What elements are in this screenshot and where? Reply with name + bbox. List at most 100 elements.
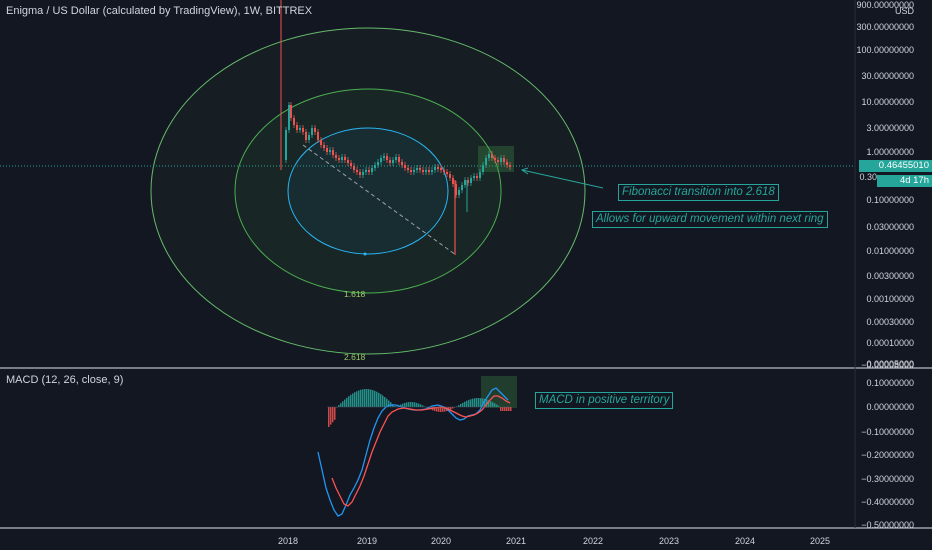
price-axis-tick: 3.00000000 xyxy=(866,123,914,133)
macd-signal-line xyxy=(331,395,511,507)
time-axis-tick: 2024 xyxy=(734,536,756,546)
macd-histogram-bar xyxy=(388,400,390,407)
price-axis-tick: 10.00000000 xyxy=(861,97,914,107)
macd-histogram-bar xyxy=(406,402,408,407)
macd-histogram-bar xyxy=(410,402,412,407)
candle-body xyxy=(332,150,334,155)
time-axis-tick: 2019 xyxy=(356,536,378,546)
current-price-badge: 0.46455010 xyxy=(859,160,932,172)
macd-histogram-bar xyxy=(384,397,386,407)
macd-histogram-bar xyxy=(346,397,348,407)
macd-axis-tick: −0.50000000 xyxy=(861,520,914,530)
price-axis-tick: 300.00000000 xyxy=(856,22,914,32)
macd-histogram-bar xyxy=(458,405,460,407)
candle-body xyxy=(401,162,403,165)
price-axis-tick: 0.00030000 xyxy=(866,317,914,327)
macd-histogram-bar xyxy=(338,405,340,407)
annotation-upward-movement[interactable]: Allows for upward movement within next r… xyxy=(592,211,828,228)
candle-body xyxy=(383,156,385,158)
trendline-dashed[interactable] xyxy=(302,144,457,256)
macd-histogram-bar xyxy=(436,407,438,412)
candle-body xyxy=(473,176,475,178)
price-axis-tick: 0.00005000 xyxy=(866,359,914,369)
price-axis-tick: 0.30 xyxy=(859,172,877,182)
candle-body xyxy=(362,172,364,175)
candle-body xyxy=(359,172,361,175)
macd-histogram-bar xyxy=(420,404,422,407)
candle-body xyxy=(422,170,424,172)
candle-body xyxy=(317,132,319,140)
candle-body xyxy=(443,170,445,172)
candle-body xyxy=(368,170,370,172)
candle-body xyxy=(347,160,349,163)
macd-histogram-bar xyxy=(452,407,454,409)
macd-histogram-bar xyxy=(342,401,344,407)
fib-ring-outer[interactable] xyxy=(150,27,586,355)
macd-axis-tick: −0.20000000 xyxy=(861,450,914,460)
candle-body xyxy=(485,158,487,165)
macd-indicator-title[interactable]: MACD (12, 26, close, 9) xyxy=(6,374,124,386)
fib-ring-label-outer: 2.618 xyxy=(344,352,366,362)
fib-ring-middle[interactable] xyxy=(234,88,502,294)
price-candles xyxy=(285,102,511,255)
annotation-fib-transition[interactable]: Fibonacci transition into 2.618 xyxy=(618,184,779,201)
candle-body xyxy=(389,160,391,163)
candle-body xyxy=(497,160,499,162)
fib-center-point xyxy=(363,252,367,256)
macd-histogram-bar xyxy=(418,403,420,407)
macd-histogram-bar xyxy=(362,389,364,407)
macd-histogram-bar xyxy=(408,402,410,407)
macd-histogram-bar xyxy=(416,402,418,407)
price-axis-tick: 0.00010000 xyxy=(866,338,914,348)
macd-histogram-bar xyxy=(394,406,396,407)
macd-histogram-bar xyxy=(396,406,398,407)
candle-body xyxy=(440,168,442,170)
macd-axis-tick: 0.10000000 xyxy=(866,378,914,388)
macd-histogram-bar xyxy=(456,406,458,407)
macd-histogram-bar xyxy=(440,407,442,412)
fib-ring-inner[interactable] xyxy=(287,127,449,255)
macd-histogram-bar xyxy=(424,406,426,407)
macd-histogram-bar xyxy=(350,394,352,407)
candle-body xyxy=(416,168,418,170)
macd-axis-tick: −0.40000000 xyxy=(861,497,914,507)
macd-histogram-bar xyxy=(354,392,356,407)
time-axis-tick: 2023 xyxy=(658,536,680,546)
candle-body xyxy=(329,150,331,152)
macd-histogram-bar xyxy=(330,407,332,425)
candle-body xyxy=(338,158,340,160)
macd-histogram-bar xyxy=(422,405,424,407)
candle-body xyxy=(509,165,511,167)
macd-histogram-bar xyxy=(368,389,370,407)
macd-histogram-bar xyxy=(370,389,372,407)
macd-histogram-bar xyxy=(504,407,506,411)
candle-body xyxy=(458,190,460,195)
candle-body xyxy=(356,170,358,172)
candle-body xyxy=(371,168,373,172)
chart-title[interactable]: Enigma / US Dollar (calculated by Tradin… xyxy=(6,5,313,17)
price-axis-tick: 100.00000000 xyxy=(856,45,914,55)
macd-histogram-bar xyxy=(484,398,486,407)
candle-body xyxy=(395,157,397,160)
arrow-head xyxy=(520,167,529,175)
macd-histogram-bar xyxy=(476,398,478,407)
candle-body xyxy=(293,118,295,125)
annotation-macd-positive[interactable]: MACD in positive territory xyxy=(535,392,674,409)
macd-histogram-bar xyxy=(472,398,474,407)
macd-histogram-bar xyxy=(334,407,336,420)
candle-body xyxy=(437,167,439,169)
candle-body xyxy=(470,178,472,183)
macd-axis-tick: −0.10000000 xyxy=(861,427,914,437)
fib-ring-label-inner: 1.618 xyxy=(344,289,366,299)
macd-histogram-bar xyxy=(460,403,462,407)
macd-histogram-bar xyxy=(380,394,382,407)
candle-body xyxy=(341,157,343,160)
macd-histogram-bar xyxy=(480,398,482,407)
candle-body xyxy=(494,158,496,160)
candle-body xyxy=(285,130,287,160)
macd-histogram-bar xyxy=(340,403,342,407)
macd-histogram-bar xyxy=(454,407,456,408)
candle-body xyxy=(404,165,406,168)
candle-body xyxy=(413,170,415,172)
